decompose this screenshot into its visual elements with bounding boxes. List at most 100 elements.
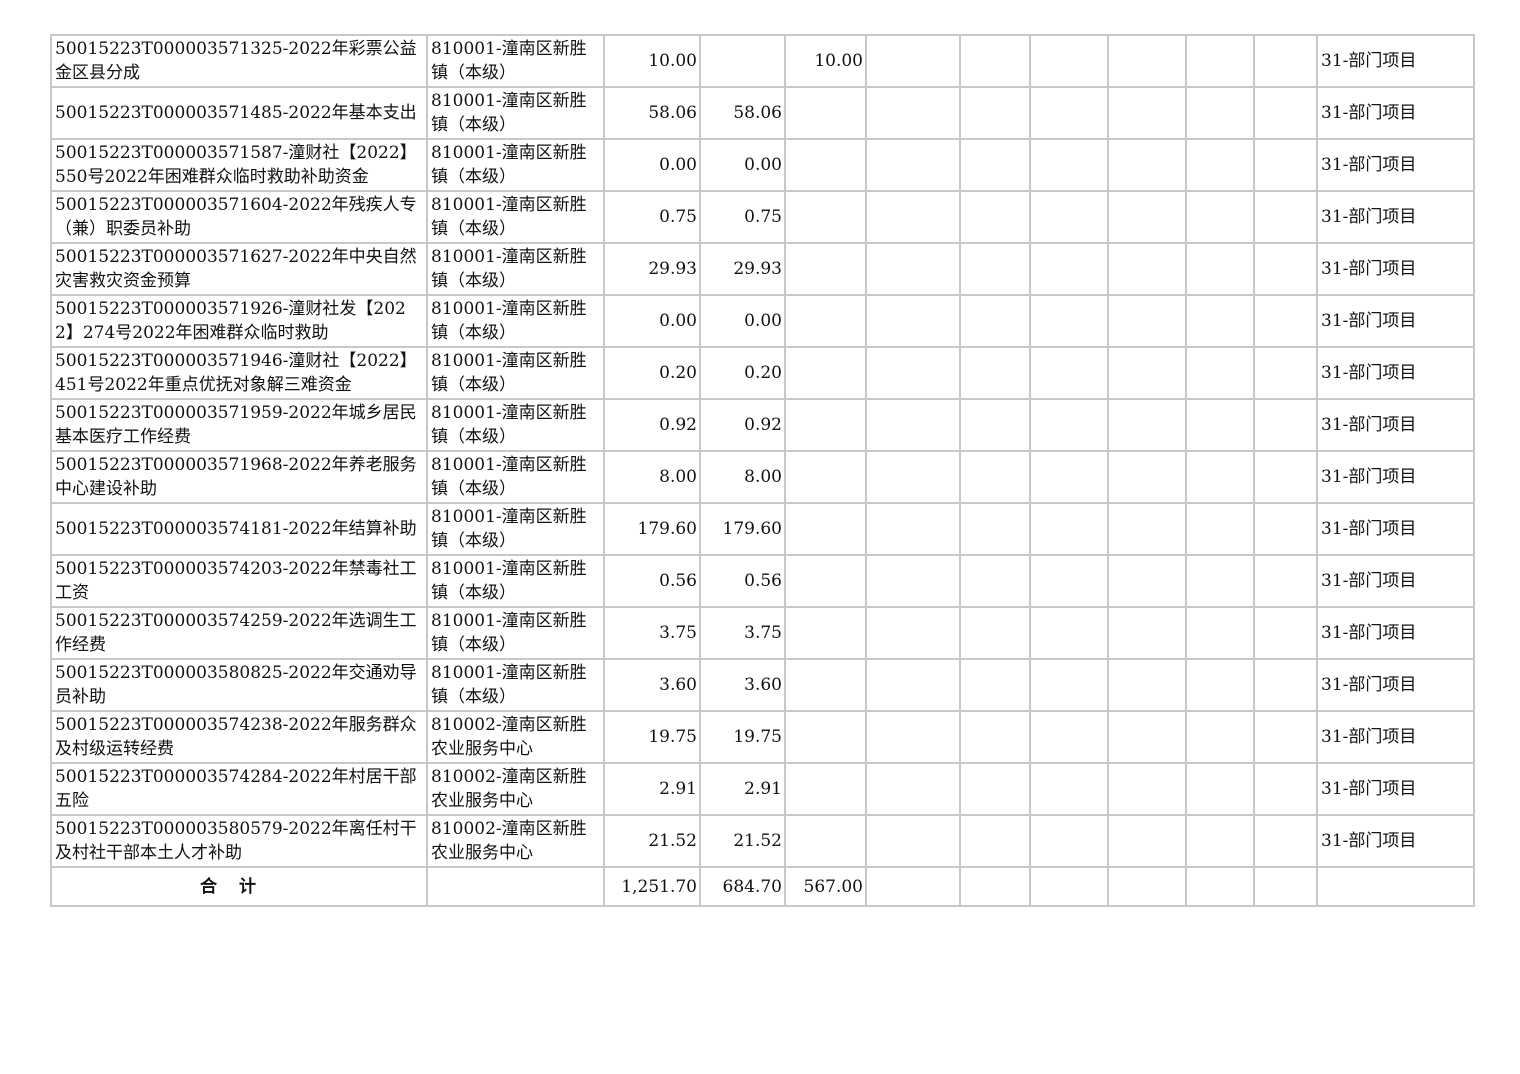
total-cell: 0.75: [603, 190, 701, 244]
total-cell: 0.00: [603, 138, 701, 192]
empty-cell: [1253, 86, 1318, 140]
amount-c2-cell: [784, 346, 867, 400]
empty-cell: [1029, 242, 1109, 296]
amount-c2-cell: [784, 606, 867, 660]
empty-cell: [1107, 814, 1187, 868]
unit-cell: 810001-潼南区新胜镇（本级）: [426, 190, 605, 244]
table-row: 50015223T000003571926-潼财社发【2022】274号2022…: [50, 294, 1475, 348]
empty-cell: [1107, 710, 1187, 764]
empty-cell: [1253, 346, 1318, 400]
empty-cell: [1029, 866, 1109, 907]
empty-cell: [865, 138, 961, 192]
empty-cell: [1029, 814, 1109, 868]
unit-cell: 810002-潼南区新胜农业服务中心: [426, 710, 605, 764]
empty-cell: [1107, 34, 1187, 88]
amount-c2-cell: [784, 658, 867, 712]
total-cell: 3.75: [603, 606, 701, 660]
empty-cell: [959, 450, 1031, 504]
empty-cell: [959, 86, 1031, 140]
empty-cell: [865, 710, 961, 764]
total-cell: 8.00: [603, 450, 701, 504]
amount-c2-cell: [784, 190, 867, 244]
table-row: 50015223T000003571325-2022年彩票公益金区县分成 8100…: [50, 34, 1475, 88]
total-cell: 0.00: [603, 294, 701, 348]
empty-cell: [1107, 866, 1187, 907]
amount-c1-cell: 2.91: [699, 762, 786, 816]
empty-cell: [1185, 762, 1255, 816]
table-row: 50015223T000003571587-潼财社【2022】550号2022年…: [50, 138, 1475, 192]
amount-c2-cell: 10.00: [784, 34, 867, 88]
type-cell: 31-部门项目: [1316, 554, 1475, 608]
type-cell: 31-部门项目: [1316, 658, 1475, 712]
amount-c2-cell: [784, 398, 867, 452]
amount-c1-cell: 0.00: [699, 294, 786, 348]
empty-cell: [959, 554, 1031, 608]
project-cell: 50015223T000003571968-2022年养老服务中心建设补助: [50, 450, 428, 504]
empty-cell: [1107, 190, 1187, 244]
amount-c2-cell: [784, 814, 867, 868]
amount-c1-cell: 0.75: [699, 190, 786, 244]
empty-cell: [1185, 398, 1255, 452]
total-cell: 3.60: [603, 658, 701, 712]
amount-c2-cell: [784, 450, 867, 504]
empty-cell: [1107, 554, 1187, 608]
empty-cell: [1253, 398, 1318, 452]
total-c1: 684.70: [699, 866, 786, 907]
empty-cell: [959, 346, 1031, 400]
empty-cell: [1253, 294, 1318, 348]
empty-cell: [865, 866, 961, 907]
total-cell: 2.91: [603, 762, 701, 816]
amount-c1-cell: 179.60: [699, 502, 786, 556]
empty-cell: [1029, 554, 1109, 608]
empty-cell: [959, 762, 1031, 816]
empty-cell: [865, 554, 961, 608]
project-cell: 50015223T000003571604-2022年残疾人专（兼）职委员补助: [50, 190, 428, 244]
amount-c1-cell: 3.75: [699, 606, 786, 660]
empty-cell: [1253, 502, 1318, 556]
total-cell: 58.06: [603, 86, 701, 140]
table-row: 50015223T000003574238-2022年服务群众及村级运转经费 81…: [50, 710, 1475, 764]
empty-cell: [1185, 554, 1255, 608]
amount-c2-cell: [784, 502, 867, 556]
empty-cell: [1185, 450, 1255, 504]
type-cell: 31-部门项目: [1316, 346, 1475, 400]
amount-c1-cell: 0.56: [699, 554, 786, 608]
empty-cell: [959, 242, 1031, 296]
empty-cell: [959, 710, 1031, 764]
type-cell: 31-部门项目: [1316, 398, 1475, 452]
table-row: 50015223T000003571485-2022年基本支出 810001-潼南…: [50, 86, 1475, 140]
empty-cell: [865, 346, 961, 400]
project-cell: 50015223T000003571325-2022年彩票公益金区县分成: [50, 34, 428, 88]
empty-cell: [1253, 554, 1318, 608]
unit-cell: 810001-潼南区新胜镇（本级）: [426, 242, 605, 296]
table-body: 50015223T000003571325-2022年彩票公益金区县分成 8100…: [50, 34, 1475, 868]
empty-cell: [426, 866, 605, 907]
empty-cell: [1029, 658, 1109, 712]
empty-cell: [1029, 710, 1109, 764]
empty-cell: [1185, 606, 1255, 660]
empty-cell: [1107, 606, 1187, 660]
empty-cell: [1107, 138, 1187, 192]
empty-cell: [1107, 762, 1187, 816]
empty-cell: [865, 242, 961, 296]
amount-c1-cell: 0.20: [699, 346, 786, 400]
amount-c1-cell: 0.00: [699, 138, 786, 192]
empty-cell: [1107, 86, 1187, 140]
empty-cell: [1185, 658, 1255, 712]
amount-c1-cell: 58.06: [699, 86, 786, 140]
type-cell: 31-部门项目: [1316, 606, 1475, 660]
unit-cell: 810001-潼南区新胜镇（本级）: [426, 606, 605, 660]
empty-cell: [1185, 502, 1255, 556]
empty-cell: [1029, 606, 1109, 660]
empty-cell: [959, 398, 1031, 452]
unit-cell: 810001-潼南区新胜镇（本级）: [426, 34, 605, 88]
total-cell: 19.75: [603, 710, 701, 764]
empty-cell: [1107, 242, 1187, 296]
project-cell: 50015223T000003571959-2022年城乡居民基本医疗工作经费: [50, 398, 428, 452]
amount-c2-cell: [784, 710, 867, 764]
amount-c2-cell: [784, 554, 867, 608]
total-cell: 0.20: [603, 346, 701, 400]
amount-c1-cell: 19.75: [699, 710, 786, 764]
amount-c2-cell: [784, 294, 867, 348]
table-row: 50015223T000003571968-2022年养老服务中心建设补助 810…: [50, 450, 1475, 504]
